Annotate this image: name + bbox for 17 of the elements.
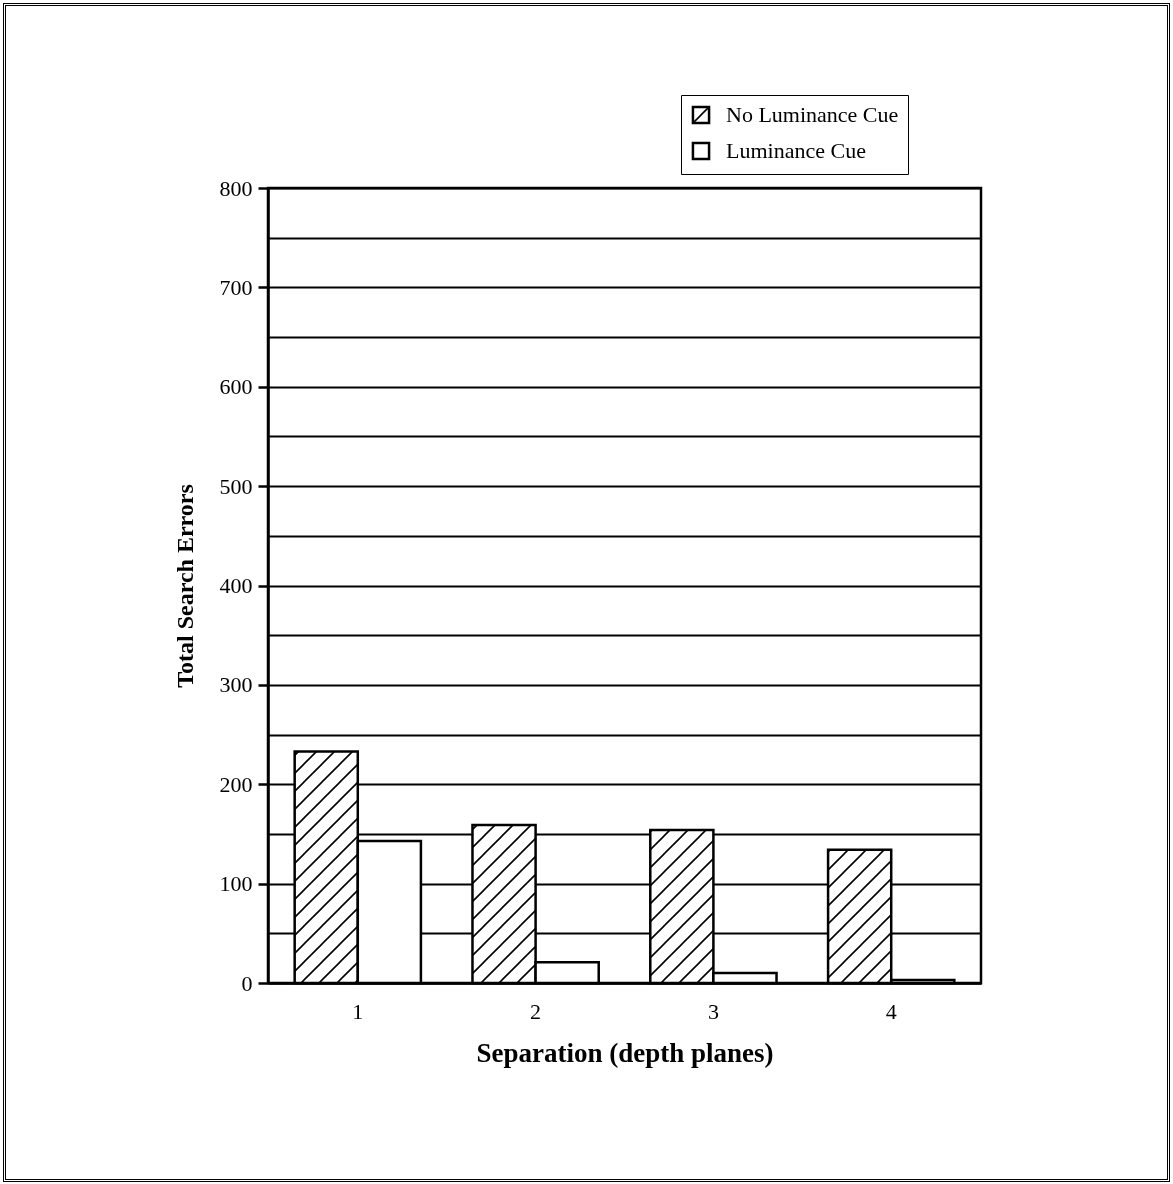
y-tick-label: 100 [219,871,253,897]
y-tick-label: 200 [219,771,253,797]
x-axis-title: Separation (depth planes) [476,1037,774,1068]
y-tick-label: 500 [219,473,253,499]
x-tick-label: 3 [707,998,719,1024]
y-axis-title: Total Search Errors [171,484,198,688]
y-tick-label: 400 [219,573,253,598]
legend-label: No Luminance Cue [726,102,899,127]
y-tick-label: 600 [219,374,253,400]
y-tick-label: 0 [241,970,253,996]
x-tick-label: 1 [352,998,364,1024]
legend-label: Luminance Cue [726,138,866,163]
x-tick-label: 4 [885,998,897,1024]
y-tick-label: 700 [219,274,253,300]
x-tick-label: 2 [530,998,542,1024]
y-tick-label: 800 [219,175,253,201]
y-tick-label: 300 [219,672,253,698]
